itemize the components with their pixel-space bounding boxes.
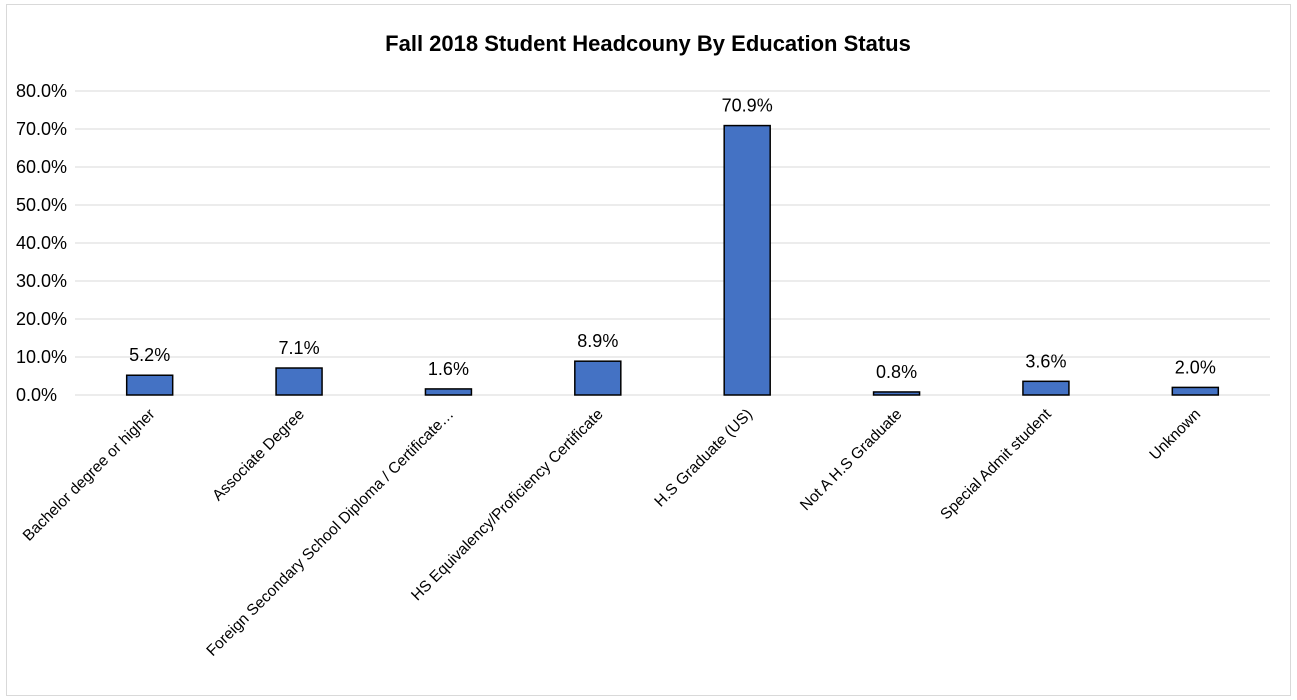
- bars: [125, 124, 1220, 396]
- y-tick-label: 80.0%: [16, 81, 67, 101]
- bar: [1022, 380, 1070, 396]
- bar: [574, 360, 622, 396]
- y-tick-label: 0.0%: [16, 385, 57, 405]
- category-label: Associate Degree: [209, 406, 308, 505]
- bar: [125, 374, 174, 396]
- data-label: 5.2%: [129, 345, 170, 365]
- data-label: 8.9%: [577, 331, 618, 351]
- y-tick-label: 40.0%: [16, 233, 67, 253]
- y-tick-label: 50.0%: [16, 195, 67, 215]
- data-labels: 5.2% 7.1% 1.6% 8.9% 70.9% 0.8% 3.6% 2.0%: [129, 96, 1216, 382]
- bar: [723, 124, 771, 396]
- y-tick-label: 30.0%: [16, 271, 67, 291]
- chart-title: Fall 2018 Student Headcouny By Education…: [385, 31, 911, 56]
- y-tick-label: 10.0%: [16, 347, 67, 367]
- category-label: Not A H.S Graduate: [797, 406, 905, 514]
- y-axis-ticks: 0.0% 10.0% 20.0% 30.0% 40.0% 50.0% 60.0% 70.0% 8…: [16, 81, 67, 405]
- data-label: 1.6%: [428, 359, 469, 379]
- bar: [872, 391, 921, 396]
- gridlines: [75, 90, 1270, 396]
- category-label: Bachelor degree or higher: [20, 406, 159, 545]
- y-tick-label: 70.0%: [16, 119, 67, 139]
- bar: [424, 388, 473, 396]
- category-label: Special Admit student: [937, 405, 1055, 523]
- bar: [275, 367, 323, 396]
- y-tick-label: 20.0%: [16, 309, 67, 329]
- data-label: 7.1%: [279, 338, 320, 358]
- bar: [1171, 386, 1220, 396]
- category-label: Unknown: [1146, 406, 1204, 464]
- category-label: H.S Graduate (US): [651, 406, 756, 511]
- data-label: 70.9%: [722, 96, 773, 116]
- data-label: 3.6%: [1025, 351, 1066, 371]
- y-tick-label: 60.0%: [16, 157, 67, 177]
- data-label: 0.8%: [876, 362, 917, 382]
- category-label: Foreign Secondary School Diploma / Certi…: [203, 406, 457, 660]
- x-axis-categories: Bachelor degree or higher Associate Degre…: [20, 405, 1204, 659]
- data-label: 2.0%: [1175, 357, 1216, 377]
- chart-frame: [6, 4, 1291, 696]
